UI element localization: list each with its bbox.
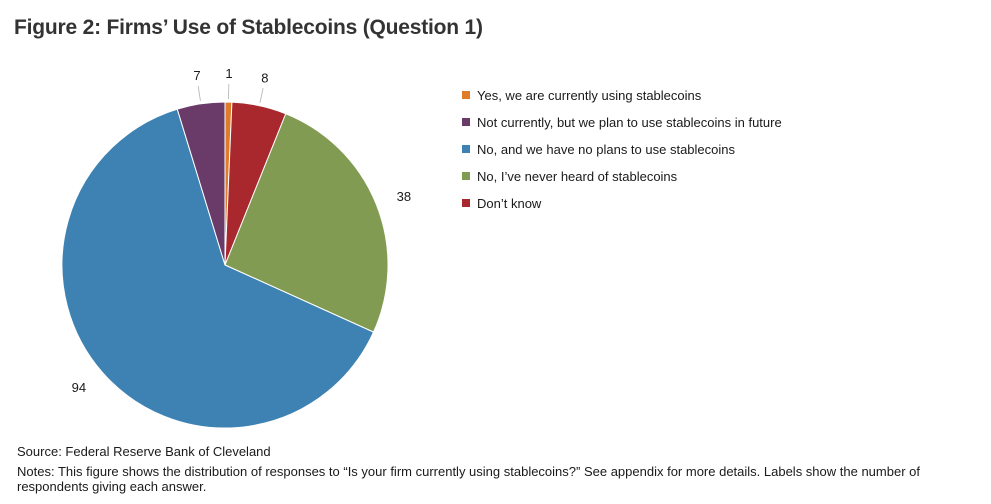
data-label-not-currently-but-we-plan-to-use-stablecoins-in-future: 7 (193, 68, 200, 83)
legend-item-no-and-we-have-no-plans-to-use-stablecoins: No, and we have no plans to use stableco… (462, 140, 782, 158)
source-note: Source: Federal Reserve Bank of Clevelan… (17, 444, 271, 459)
legend-item-not-currently-but-we-plan-to-use-stablecoins-in-future: Not currently, but we plan to use stable… (462, 113, 782, 131)
leader-line-not-currently-but-we-plan-to-use-stablecoins-in-future (197, 85, 201, 101)
chart-title: Figure 2: Firms’ Use of Stablecoins (Que… (14, 16, 483, 39)
legend-item-don-t-know: Don’t know (462, 194, 782, 212)
legend-item-no-i-ve-never-heard-of-stablecoins: No, I’ve never heard of stablecoins (462, 167, 782, 185)
legend-label: Yes, we are currently using stablecoins (477, 87, 702, 103)
pie-slice-no-and-we-have-no-plans-to-use-stablecoins (61, 108, 375, 429)
legend-label: No, I’ve never heard of stablecoins (477, 168, 678, 184)
data-label-no-i-ve-never-heard-of-stablecoins: 38 (397, 189, 411, 204)
notes-text: Notes: This figure shows the distributio… (17, 464, 920, 494)
data-label-no-and-we-have-no-plans-to-use-stablecoins: 94 (72, 380, 86, 395)
legend-swatch (462, 118, 470, 126)
legend-label: No, and we have no plans to use stableco… (477, 141, 736, 157)
legend-swatch (462, 91, 470, 99)
legend-swatch (462, 199, 470, 207)
legend-swatch (462, 172, 470, 180)
data-label-yes-we-are-currently-using-stablecoins: 1 (225, 66, 232, 81)
pie-slice-no-i-ve-never-heard-of-stablecoins (224, 113, 389, 333)
legend-label: Don’t know (477, 195, 542, 211)
leader-line-don-t-know (259, 87, 264, 103)
legend-label: Not currently, but we plan to use stable… (477, 114, 782, 130)
data-label-don-t-know: 8 (261, 70, 268, 85)
legend-item-yes-we-are-currently-using-stablecoins: Yes, we are currently using stablecoins (462, 86, 782, 104)
pie-slice-not-currently-but-we-plan-to-use-stablecoins-in-future (176, 101, 226, 266)
legend-swatch (462, 145, 470, 153)
legend: Yes, we are currently using stablecoins N… (462, 86, 782, 221)
